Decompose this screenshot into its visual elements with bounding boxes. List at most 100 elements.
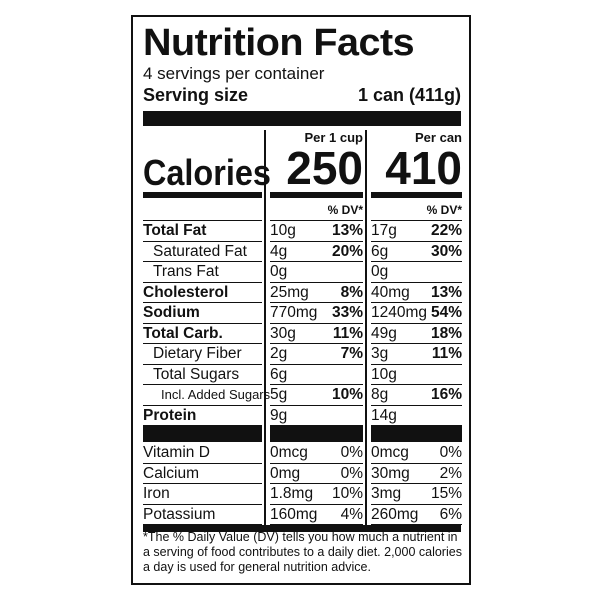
calories-divider <box>371 192 462 198</box>
nutrient-row: Incl. Added Sugars 5g 10% 8g 16% <box>133 385 469 406</box>
nutrient-value-cell: 10g 13% <box>270 221 363 242</box>
nutrient-amount: 0mcg <box>270 444 308 461</box>
nutrient-name: Vitamin D <box>143 443 262 464</box>
nutrient-row: Cholesterol 25mg 8% 40mg 13% <box>133 283 469 303</box>
nutrient-amount: 0mcg <box>371 444 409 461</box>
vitamin-row: Iron 1.8mg 10% 3mg 15% <box>133 484 469 505</box>
nutrient-value-cell: 1240mg 54% <box>371 303 462 324</box>
nutrient-amount: 260mg <box>371 505 419 523</box>
dv-row-spacer <box>143 200 262 221</box>
nutrient-row: Dietary Fiber 2g 7% 3g 11% <box>133 344 469 365</box>
nutrient-name: Potassium <box>143 505 262 525</box>
calories-divider <box>143 192 262 198</box>
daily-value-percent: 54% <box>430 304 462 321</box>
nutrient-amount: 25mg <box>270 283 309 301</box>
nutrient-value-cell: 0g <box>371 262 462 283</box>
nutrient-name: Incl. Added Sugars <box>143 385 270 406</box>
nutrient-amount: 3g <box>371 345 389 362</box>
nutrient-amount: 9g <box>270 406 288 424</box>
nutrient-name: Cholesterol <box>143 283 262 303</box>
nutrient-amount: 17g <box>371 222 397 239</box>
daily-value-percent: 11% <box>431 345 462 362</box>
daily-value-percent: 30% <box>430 242 462 260</box>
nutrient-name: Protein <box>143 406 262 426</box>
nutrient-value-cell: 9g <box>270 406 363 426</box>
daily-value-percent: 22% <box>430 222 462 239</box>
calories-label: Calories <box>143 152 271 193</box>
nutrient-name: Trans Fat <box>143 262 262 283</box>
daily-value-percent: 4% <box>340 505 363 523</box>
daily-value-percent: 0% <box>340 464 363 482</box>
nutrient-name: Calcium <box>143 464 262 484</box>
column-divider <box>365 130 367 532</box>
nutrient-amount: 1240mg <box>371 304 428 321</box>
column-divider <box>264 130 266 532</box>
nutrient-value-cell: 49g 18% <box>371 324 462 344</box>
column-header-per-can: Per can <box>415 130 462 145</box>
nutrient-amount: 3mg <box>371 485 402 502</box>
nutrient-value-cell: 3g 11% <box>371 344 462 365</box>
daily-value-percent: 18% <box>430 324 462 342</box>
nutrient-amount: 6g <box>371 242 389 260</box>
nutrient-value-cell: 0g <box>270 262 363 283</box>
daily-value-percent: 0% <box>439 444 462 461</box>
vitamin-row: Calcium 0mg 0% 30mg 2% <box>133 464 469 484</box>
serving-size: Serving size 1 can (411g) <box>143 85 461 106</box>
nutrient-value-cell: 0mcg 0% <box>270 443 363 464</box>
nutrient-value-cell: 5g 10% <box>270 385 363 406</box>
column-header-per-cup: Per 1 cup <box>304 130 363 145</box>
daily-value-percent: 0% <box>340 444 363 461</box>
daily-value-percent: 11% <box>332 324 363 342</box>
calories-per-can: 410 <box>385 142 462 194</box>
nutrient-row: Trans Fat 0g 0g <box>133 262 469 283</box>
nutrient-value-cell: 0mg 0% <box>270 464 363 484</box>
nutrient-value-cell: 30mg 2% <box>371 464 462 484</box>
nutrient-value-cell: 6g <box>270 365 363 385</box>
nutrient-name: Saturated Fat <box>143 242 262 262</box>
nutrient-value-cell: 6g 30% <box>371 242 462 262</box>
daily-value-percent: 6% <box>439 505 462 523</box>
nutrient-amount: 40mg <box>371 283 410 301</box>
nutrient-value-cell: 2g 7% <box>270 344 363 365</box>
nutrient-amount: 0g <box>371 263 389 280</box>
label-title: Nutrition Facts <box>143 22 415 64</box>
daily-value-percent: 10% <box>331 386 363 403</box>
nutrient-row: Sodium 770mg 33% 1240mg 54% <box>133 303 469 324</box>
nutrient-value-cell: 3mg 15% <box>371 484 462 505</box>
footnote: *The % Daily Value (DV) tells you how mu… <box>143 530 462 574</box>
daily-value-percent: 13% <box>430 283 462 301</box>
nutrient-value-cell: 160mg 4% <box>270 505 363 525</box>
thick-divider <box>143 111 461 126</box>
nutrient-value-cell: 17g 22% <box>371 221 462 242</box>
nutrient-amount: 0g <box>270 263 288 280</box>
bottom-divider <box>143 525 461 532</box>
nutrient-amount: 1.8mg <box>270 485 314 502</box>
nutrient-value-cell: 4g 20% <box>270 242 363 262</box>
nutrient-value-cell: 1.8mg 10% <box>270 484 363 505</box>
daily-value-percent: 7% <box>340 345 363 362</box>
nutrient-amount: 10g <box>270 222 296 239</box>
nutrient-row: Saturated Fat 4g 20% 6g 30% <box>133 242 469 262</box>
daily-value-percent: 20% <box>331 242 363 260</box>
nutrient-row: Total Carb. 30g 11% 49g 18% <box>133 324 469 344</box>
daily-value-percent: 13% <box>331 222 363 239</box>
nutrient-value-cell: 0mcg 0% <box>371 443 462 464</box>
nutrient-amount: 770mg <box>270 304 318 321</box>
nutrient-name: Total Fat <box>143 221 262 242</box>
calories-per-cup: 250 <box>286 142 363 194</box>
nutrient-row: Total Fat 10g 13% 17g 22% <box>133 221 469 242</box>
nutrient-value-cell: 8g 16% <box>371 385 462 406</box>
daily-value-percent: 2% <box>439 464 462 482</box>
nutrient-name: Sodium <box>143 303 262 324</box>
nutrient-row: Total Sugars 6g 10g <box>133 365 469 385</box>
nutrient-amount: 49g <box>371 324 397 342</box>
nutrient-value-cell: 770mg 33% <box>270 303 363 324</box>
nutrient-row: Protein 9g 14g <box>133 406 469 426</box>
nutrient-value-cell: 260mg 6% <box>371 505 462 525</box>
nutrient-amount: 5g <box>270 386 288 403</box>
serving-size-label: Serving size <box>143 85 249 105</box>
nutrient-amount: 14g <box>371 406 397 424</box>
nutrient-value-cell: 10g <box>371 365 462 385</box>
daily-value-percent: 33% <box>331 304 363 321</box>
daily-value-percent: 15% <box>430 485 462 502</box>
